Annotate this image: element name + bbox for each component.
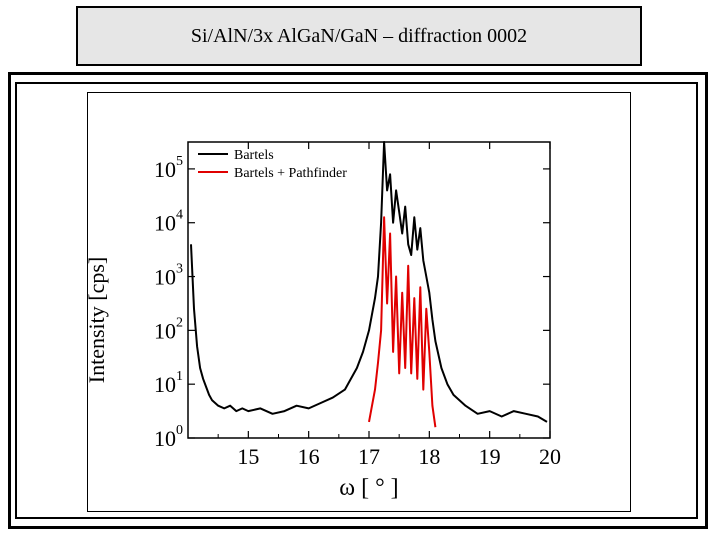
series-line-1 <box>190 141 548 423</box>
y-tick-exponent: 2 <box>176 315 183 330</box>
x-tick-label: 16 <box>298 444 320 469</box>
slide-title: Si/AlN/3x AlGaN/GaN – diffraction 0002 <box>190 24 528 47</box>
y-axis-label: Intensity [cps] <box>88 257 109 383</box>
inner-frame <box>15 82 698 519</box>
y-tick-label: 10 <box>154 426 176 451</box>
y-tick-exponent: 4 <box>176 208 183 223</box>
legend-label: Bartels + Pathfinder <box>234 166 347 181</box>
chart-area: 15 16 17 18 19 20 10 0 10 1 10 2 10 3 10 4 10 5 ω [ ° ] Int… <box>84 92 631 512</box>
x-tick-label: 17 <box>358 444 380 469</box>
slide-title-box: Si/AlN/3x AlGaN/GaN – diffraction 0002 <box>76 6 642 66</box>
y-tick-label: 10 <box>154 265 176 290</box>
y-tick-exponent: 0 <box>176 423 183 438</box>
y-tick-label: 10 <box>154 318 176 343</box>
series-line-2 <box>368 216 437 428</box>
x-tick-label: 15 <box>237 444 259 469</box>
plot-frame <box>187 141 551 439</box>
x-tick-label: 20 <box>539 444 561 469</box>
y-tick-label: 10 <box>154 157 176 182</box>
legend-label: Bartels <box>234 148 274 163</box>
y-tick-exponent: 5 <box>176 154 183 169</box>
y-tick-label: 10 <box>154 211 176 236</box>
y-tick-exponent: 1 <box>176 369 183 384</box>
x-axis-label: ω [ ° ] <box>339 475 398 501</box>
x-tick-label: 18 <box>418 444 440 469</box>
y-tick-exponent: 3 <box>176 262 183 277</box>
y-tick-label: 10 <box>154 372 176 397</box>
x-tick-label: 19 <box>479 444 501 469</box>
